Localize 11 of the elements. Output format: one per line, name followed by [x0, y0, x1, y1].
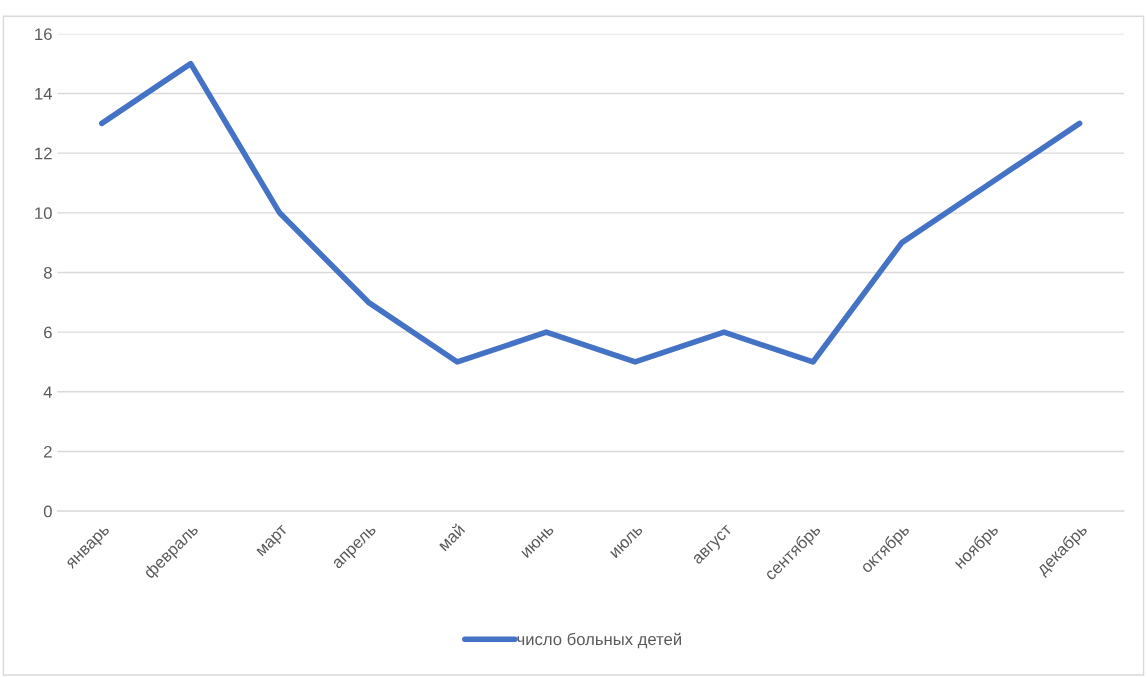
y-tick-label: 14: [35, 88, 52, 100]
y-tick-label: 10: [35, 207, 52, 220]
legend-label: число больных детей: [517, 632, 681, 649]
y-tick-label: 16: [35, 28, 52, 41]
y-tick-label: 2: [44, 445, 52, 458]
x-tick-label: май: [436, 522, 466, 552]
y-tick-label: 6: [44, 326, 52, 339]
y-tick-label: 0: [43, 505, 52, 518]
y-tick-label: 4: [43, 386, 52, 398]
y-tick-label: 12: [35, 147, 52, 160]
y-tick-label: 8: [43, 266, 52, 279]
